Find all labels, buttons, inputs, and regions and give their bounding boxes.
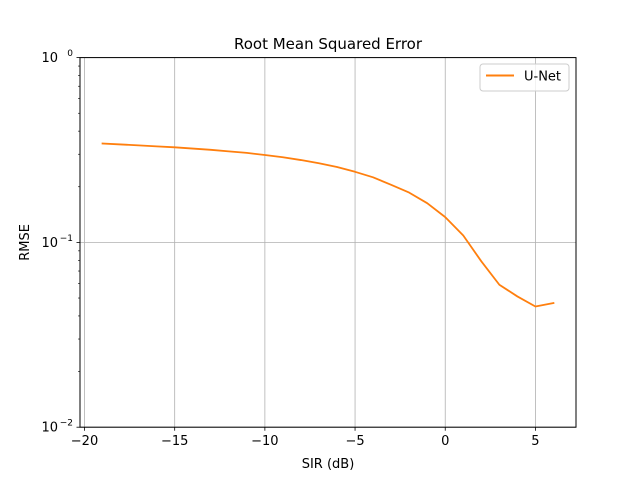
x-axis-label: SIR (dB): [302, 457, 355, 472]
y-axis-label: RMSE: [18, 224, 33, 261]
legend-label-u-net: U-Net: [524, 70, 561, 85]
y-tick-label: 10: [41, 421, 58, 436]
x-axis: −20 −15 −10 −5 0 5: [71, 427, 540, 449]
x-tick-label: −15: [161, 434, 188, 449]
x-tick-label: 5: [531, 434, 539, 449]
y-tick-exponent: 0: [67, 49, 73, 59]
x-tick-label: −5: [345, 434, 364, 449]
y-tick-exponent: −2: [60, 419, 73, 429]
x-tick-label: −10: [251, 434, 278, 449]
y-tick-label: 10: [41, 51, 58, 66]
y-tick-exponent: −1: [60, 234, 73, 244]
y-tick-label: 10: [41, 236, 58, 251]
x-tick-label: −20: [71, 434, 98, 449]
series-layer: [101, 142, 555, 308]
series-line-u-net: [101, 142, 555, 308]
legend-box: [479, 63, 570, 92]
chart-title: Root Mean Squared Error: [234, 35, 423, 53]
x-tick-label: 0: [441, 434, 449, 449]
legend: U-Net: [479, 63, 570, 92]
